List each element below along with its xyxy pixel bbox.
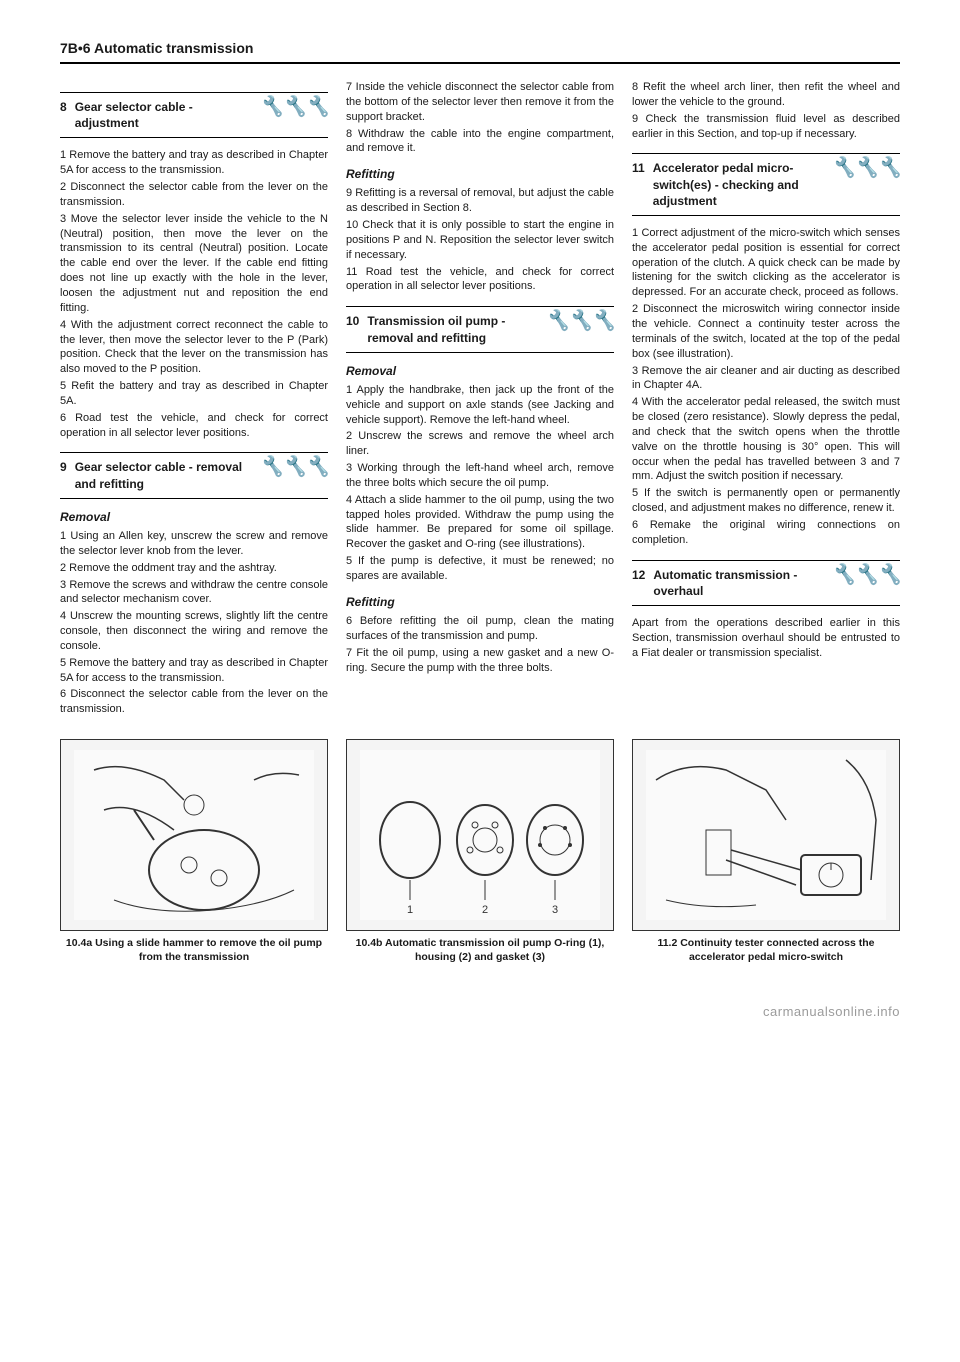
figure-11-2: 11.2 Continuity tester connected across …: [632, 739, 900, 964]
para: 8 Refit the wheel arch liner, then refit…: [632, 80, 900, 110]
para: 9 Check the transmission fluid level as …: [632, 112, 900, 142]
para: 1 Remove the battery and tray as describ…: [60, 148, 328, 178]
content-columns: 8 Gear selector cable - adjustment 🔧🔧🔧 1…: [60, 80, 900, 719]
figure-row: 10.4a Using a slide hammer to remove the…: [60, 739, 900, 964]
wrench-icon: 🔧🔧🔧: [831, 567, 900, 583]
para: 7 Inside the vehicle disconnect the sele…: [346, 80, 614, 125]
figure-image: [632, 739, 900, 931]
para: 6 Disconnect the selector cable from the…: [60, 687, 328, 717]
para: 2 Unscrew the screws and remove the whee…: [346, 429, 614, 459]
para: 1 Apply the handbrake, then jack up the …: [346, 383, 614, 428]
section-10-head: 10 Transmission oil pump - removal and r…: [346, 306, 614, 352]
section-number: 8: [60, 99, 67, 115]
para: 2 Disconnect the microswitch wiring conn…: [632, 302, 900, 361]
wrench-icon: 🔧🔧🔧: [259, 459, 328, 475]
para: 5 If the switch is permanently open or p…: [632, 486, 900, 516]
column-3: 8 Refit the wheel arch liner, then refit…: [632, 80, 900, 719]
para: 6 Before refitting the oil pump, clean t…: [346, 614, 614, 644]
column-1: 8 Gear selector cable - adjustment 🔧🔧🔧 1…: [60, 80, 328, 719]
para: 3 Move the selector lever inside the veh…: [60, 212, 328, 316]
para: 4 Attach a slide hammer to the oil pump,…: [346, 493, 614, 552]
figure-image: [60, 739, 328, 931]
section-number: 11: [632, 160, 645, 176]
para: 6 Remake the original wiring connections…: [632, 518, 900, 548]
figure-caption: 10.4a Using a slide hammer to remove the…: [60, 937, 328, 964]
svg-text:3: 3: [552, 904, 558, 916]
wrench-icon: 🔧🔧🔧: [831, 160, 900, 176]
svg-text:1: 1: [407, 904, 413, 916]
section-12-head: 12 Automatic transmission - overhaul 🔧🔧🔧: [632, 560, 900, 606]
wrench-icon: 🔧🔧🔧: [259, 99, 328, 115]
section-number: 12: [632, 567, 645, 583]
section-title: Gear selector cable - removal and refitt…: [75, 459, 256, 491]
para: 4 With the accelerator pedal released, t…: [632, 395, 900, 484]
section-title: Gear selector cable - adjustment: [75, 99, 256, 131]
section-11-head: 11 Accelerator pedal micro-switch(es) - …: [632, 153, 900, 216]
para: 2 Disconnect the selector cable from the…: [60, 180, 328, 210]
svg-text:2: 2: [482, 904, 488, 916]
section-title: Automatic transmission - overhaul: [653, 567, 827, 599]
page-header: 7B•6 Automatic transmission: [60, 40, 900, 64]
para: 9 Refitting is a reversal of removal, bu…: [346, 186, 614, 216]
para: 1 Using an Allen key, unscrew the screw …: [60, 529, 328, 559]
figure-10-4a: 10.4a Using a slide hammer to remove the…: [60, 739, 328, 964]
subheading-removal: Removal: [60, 509, 328, 525]
wrench-icon: 🔧🔧🔧: [545, 313, 614, 329]
para: 8 Withdraw the cable into the engine com…: [346, 127, 614, 157]
subheading-refitting: Refitting: [346, 594, 614, 610]
para: 10 Check that it is only possible to sta…: [346, 218, 614, 263]
section-title: Accelerator pedal micro-switch(es) - che…: [653, 160, 828, 209]
para: 2 Remove the oddment tray and the ashtra…: [60, 561, 328, 576]
figure-caption: 11.2 Continuity tester connected across …: [632, 937, 900, 964]
para: 5 Refit the battery and tray as describe…: [60, 379, 328, 409]
section-number: 10: [346, 313, 359, 329]
para: 3 Working through the left-hand wheel ar…: [346, 461, 614, 491]
para: 3 Remove the screws and withdraw the cen…: [60, 578, 328, 608]
para: 4 With the adjustment correct reconnect …: [60, 318, 328, 377]
figure-image: 1 2 3: [346, 739, 614, 931]
figure-caption: 10.4b Automatic transmission oil pump O-…: [346, 937, 614, 964]
section-number: 9: [60, 459, 67, 475]
column-2: 7 Inside the vehicle disconnect the sele…: [346, 80, 614, 719]
para: 11 Road test the vehicle, and check for …: [346, 265, 614, 295]
section-9-head: 9 Gear selector cable - removal and refi…: [60, 452, 328, 498]
subheading-refitting: Refitting: [346, 166, 614, 182]
para: 5 Remove the battery and tray as describ…: [60, 656, 328, 686]
para: 6 Road test the vehicle, and check for c…: [60, 411, 328, 441]
watermark: carmanualsonline.info: [0, 984, 960, 1029]
para: 4 Unscrew the mounting screws, slightly …: [60, 609, 328, 654]
para: Apart from the operations described earl…: [632, 616, 900, 661]
figure-10-4b: 1 2 3 10.4b Automatic transmission oil p…: [346, 739, 614, 964]
para: 5 If the pump is defective, it must be r…: [346, 554, 614, 584]
para: 3 Remove the air cleaner and air ducting…: [632, 364, 900, 394]
subheading-removal: Removal: [346, 363, 614, 379]
section-8-head: 8 Gear selector cable - adjustment 🔧🔧🔧: [60, 92, 328, 138]
para: 1 Correct adjustment of the micro-switch…: [632, 226, 900, 300]
section-title: Transmission oil pump - removal and refi…: [367, 313, 541, 345]
para: 7 Fit the oil pump, using a new gasket a…: [346, 646, 614, 676]
